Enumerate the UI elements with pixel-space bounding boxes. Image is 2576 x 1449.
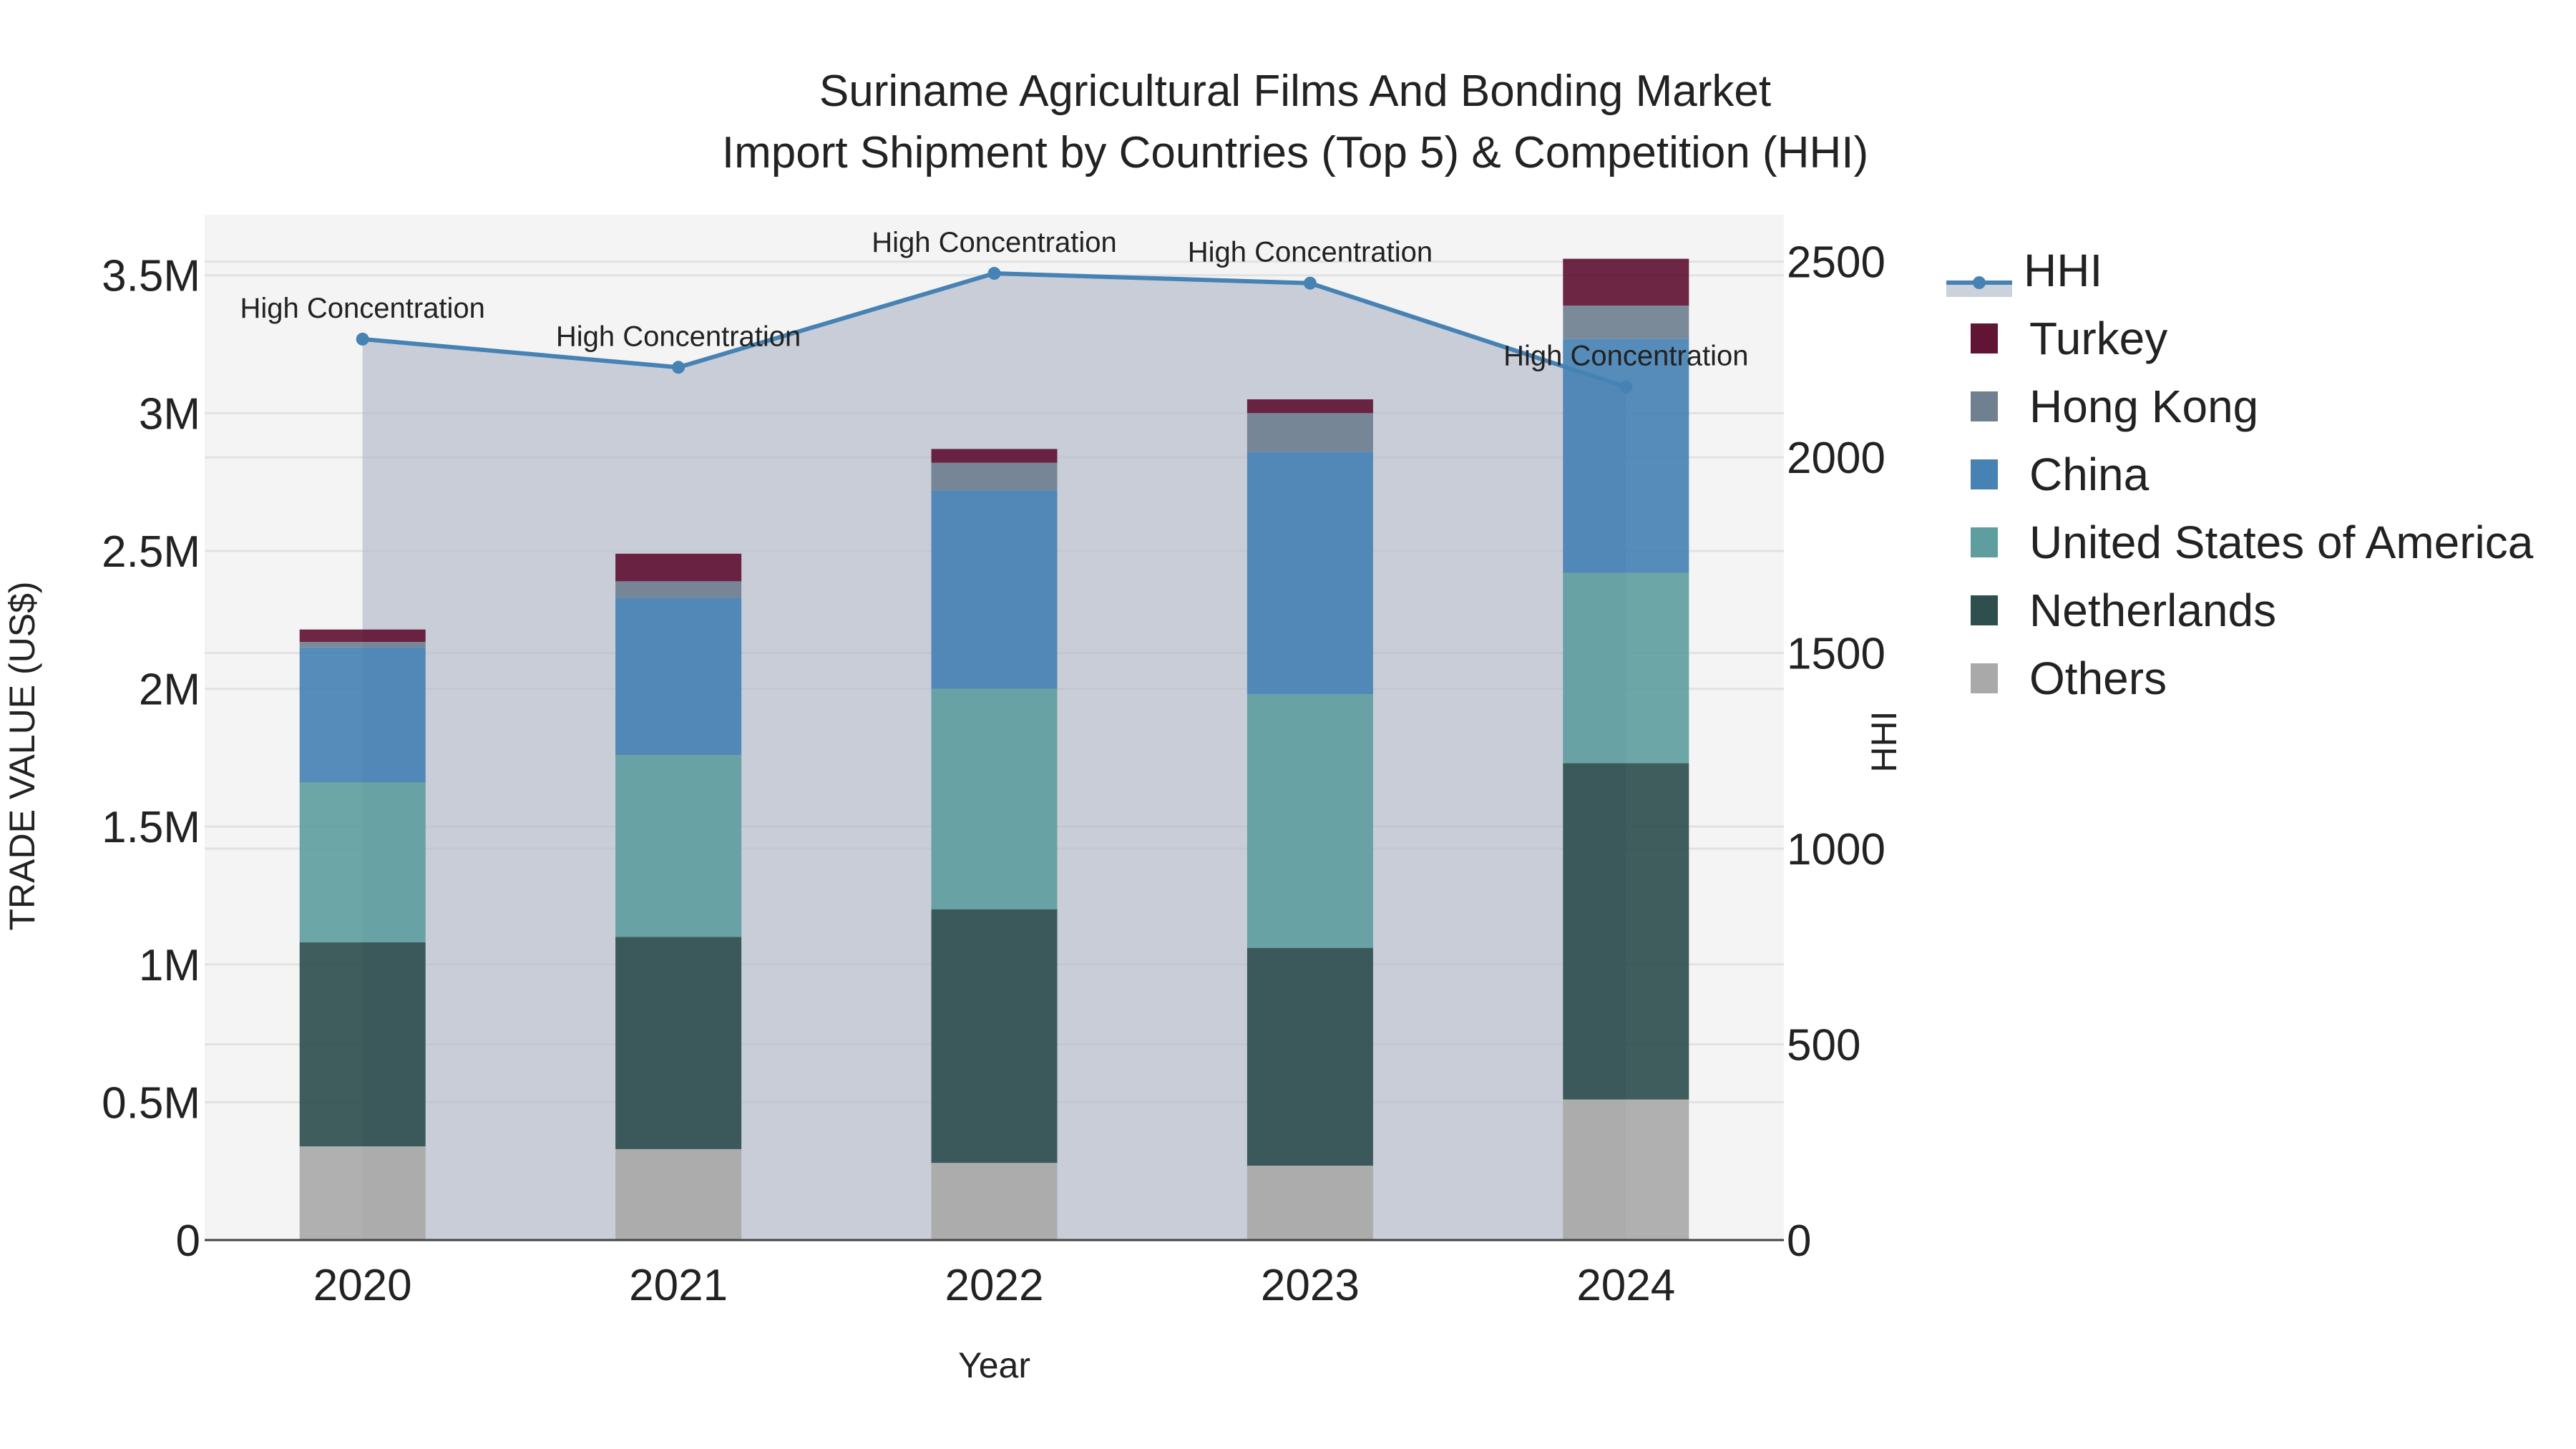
y-right-axis-title: HHI [1864,711,1904,772]
bar-segment-united-states-of-america[interactable] [931,688,1058,909]
legend-swatch-icon [1971,527,1998,557]
chart-title-line1: Suriname Agricultural Films And Bonding … [819,67,1772,116]
x-axis-title: Year [958,1345,1030,1385]
bar-segment-netherlands[interactable] [931,909,1058,1163]
bar-segment-turkey[interactable] [1246,399,1373,414]
bar-segment-united-states-of-america[interactable] [299,782,426,942]
bar-segment-others[interactable] [1563,1099,1689,1240]
bar-segment-others[interactable] [299,1146,426,1240]
bar-segment-united-states-of-america[interactable] [1563,572,1689,763]
hhi-annotation: High Concentration [872,227,1116,258]
hhi-marker[interactable] [987,267,1001,280]
legend-swatch-icon [1971,323,1998,353]
bar-segment-china[interactable] [615,597,742,756]
y-left-tick: 0.5M [102,1078,200,1128]
y-right-tick: 0 [1787,1216,1811,1266]
bar-segment-united-states-of-america[interactable] [1246,694,1373,948]
bar-segment-hong-kong[interactable] [615,581,742,598]
legend-item-hhi[interactable]: HHI [1946,236,2533,304]
bar-segment-hong-kong[interactable] [1246,413,1373,452]
hhi-marker[interactable] [356,332,369,346]
legend-label: Turkey [2029,312,2168,364]
legend-swatch-icon [1971,459,1998,489]
y-right-tick: 2000 [1787,434,1885,483]
bar-segment-china[interactable] [931,490,1058,689]
y-left-tick: 1.5M [102,803,200,852]
y-left-tick: 0 [176,1216,200,1266]
bar-segment-china[interactable] [1563,338,1689,573]
bar-segment-hong-kong[interactable] [1563,306,1689,339]
legend-label: Others [2029,652,2167,704]
legend-item-united-states-of-america[interactable]: United States of America [1946,508,2533,576]
legend-item-netherlands[interactable]: Netherlands [1946,576,2533,644]
y-right-tick: 1500 [1787,630,1885,679]
bar-segment-hong-kong[interactable] [299,642,426,648]
bar-segment-united-states-of-america[interactable] [615,755,742,937]
bar-segment-others[interactable] [1246,1165,1373,1240]
bar-segment-turkey[interactable] [1563,258,1689,306]
chart-title-line2: Import Shipment by Countries (Top 5) & C… [721,128,1869,177]
bar-segment-netherlands[interactable] [1563,763,1689,1100]
x-tick: 2022 [945,1261,1044,1310]
bar-segment-china[interactable] [1246,452,1373,695]
line-marker-icon [1946,256,2012,297]
y-left-tick: 3.5M [102,252,200,301]
legend-label: Hong Kong [2029,380,2259,432]
x-tick: 2023 [1261,1261,1360,1310]
bar-segment-hong-kong[interactable] [931,462,1058,491]
legend-item-others[interactable]: Others [1946,644,2533,712]
y-left-tick: 2M [139,665,200,715]
legend-swatch-icon [1971,663,1998,693]
legend-label: HHI [2024,244,2103,296]
legend-swatch-icon [1971,391,1998,421]
hhi-annotation: High Concentration [556,321,801,352]
bar-segment-netherlands[interactable] [299,942,426,1147]
legend-label: United States of America [2029,516,2534,568]
y-left-tick: 2.5M [102,527,200,577]
x-tick: 2021 [629,1261,728,1310]
y-right-tick: 2500 [1787,238,1885,288]
hhi-marker[interactable] [672,361,686,374]
legend-swatch-icon [1971,595,1998,625]
hhi-annotation: High Concentration [1503,341,1748,372]
bar-segment-turkey[interactable] [931,449,1058,463]
legend-label: Netherlands [2029,584,2277,636]
legend-item-turkey[interactable]: Turkey [1946,304,2533,372]
legend-label: China [2029,448,2150,500]
hhi-marker[interactable] [1619,380,1633,394]
y-left-axis-title: TRADE VALUE (US$) [2,581,42,930]
y-right-tick: 500 [1787,1021,1860,1070]
y-left-tick: 1M [139,941,200,990]
hhi-annotation: High Concentration [1188,237,1433,268]
bar-segment-netherlands[interactable] [1246,947,1373,1166]
x-tick: 2024 [1576,1261,1675,1310]
x-tick: 2020 [313,1261,412,1310]
bar-segment-others[interactable] [615,1148,742,1240]
hhi-marker[interactable] [1303,276,1317,290]
y-right-tick: 1000 [1787,825,1885,874]
bar-segment-turkey[interactable] [299,629,426,643]
bar-segment-turkey[interactable] [615,553,742,582]
y-left-tick: 3M [139,389,200,439]
legend-item-hong-kong[interactable]: Hong Kong [1946,372,2533,440]
hhi-annotation: High Concentration [240,293,484,324]
bar-segment-china[interactable] [299,647,426,783]
legend: HHI Turkey Hong Kong China United States of … [1946,236,2533,712]
bar-segment-others[interactable] [931,1163,1058,1240]
bar-segment-netherlands[interactable] [615,937,742,1149]
legend-item-china[interactable]: China [1946,440,2533,508]
